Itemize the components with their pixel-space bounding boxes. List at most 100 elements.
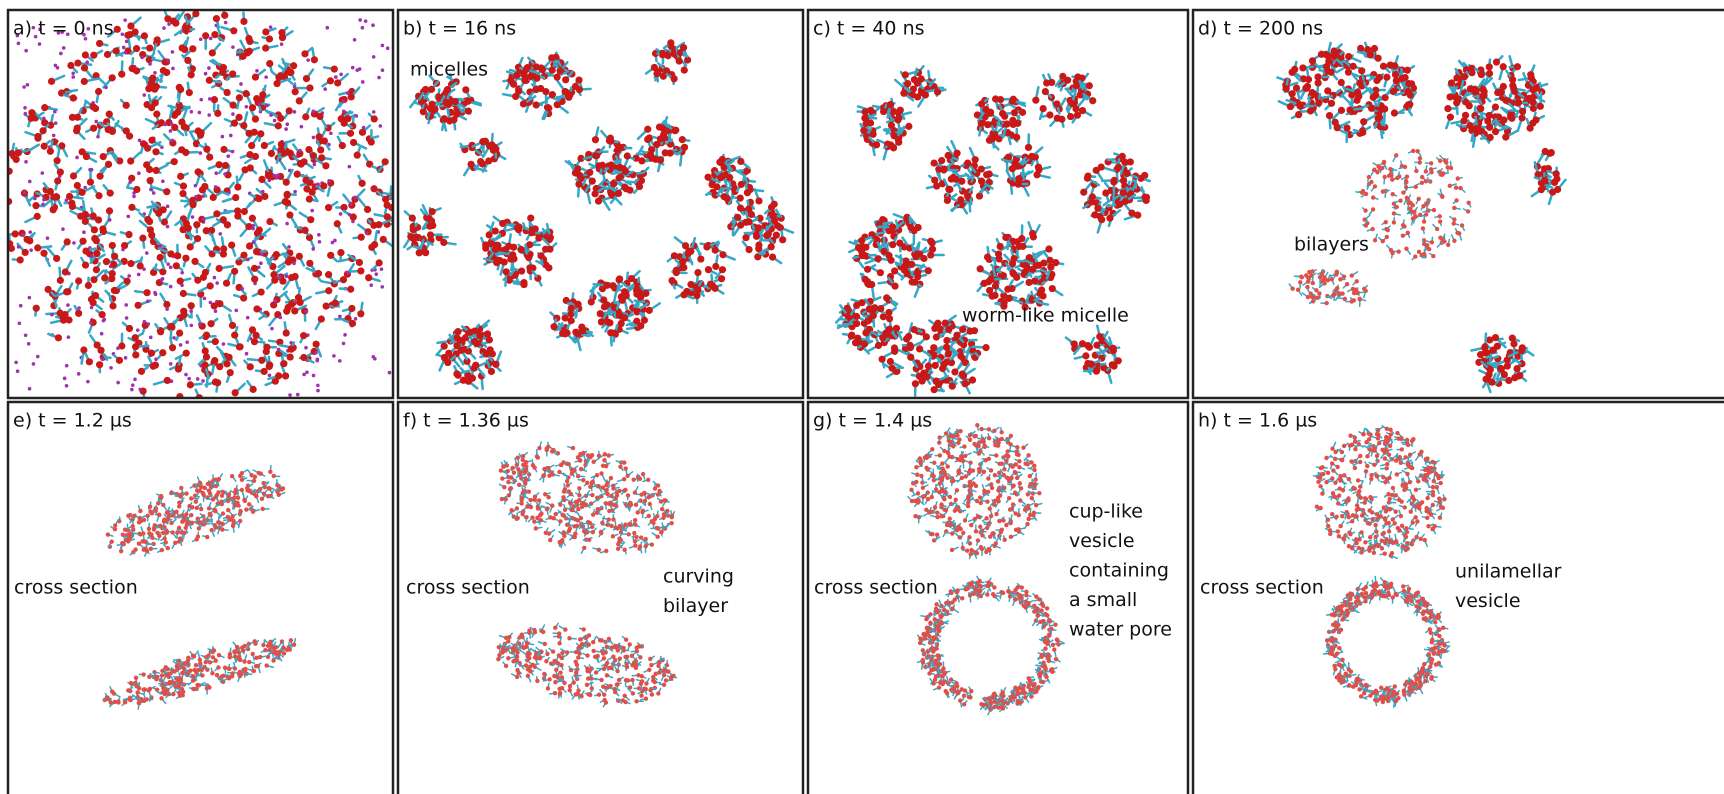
head	[1049, 285, 1056, 292]
ion	[90, 306, 94, 310]
head	[47, 148, 54, 155]
head	[681, 66, 688, 73]
head	[375, 221, 382, 228]
head	[925, 362, 932, 369]
head	[638, 157, 645, 164]
head	[559, 330, 566, 337]
ion	[159, 244, 163, 248]
ion	[338, 315, 342, 319]
head	[610, 180, 617, 187]
head	[1448, 79, 1455, 86]
head	[208, 320, 215, 327]
head	[940, 166, 947, 173]
head	[118, 71, 125, 78]
head	[1384, 220, 1388, 224]
head	[163, 188, 170, 195]
head	[1417, 197, 1421, 201]
head	[177, 173, 184, 180]
head	[754, 253, 761, 260]
head	[1411, 216, 1415, 220]
ion	[22, 85, 26, 89]
ion	[329, 132, 333, 136]
head	[1328, 100, 1335, 107]
ion	[166, 205, 170, 209]
head	[1454, 186, 1458, 190]
head	[589, 178, 596, 185]
ion	[353, 38, 357, 42]
head	[195, 127, 202, 134]
head	[719, 266, 726, 273]
head	[713, 183, 720, 190]
head	[175, 365, 182, 372]
head	[703, 243, 710, 250]
head	[622, 168, 629, 175]
head	[132, 343, 139, 350]
head	[755, 197, 762, 204]
ion	[171, 139, 175, 143]
head	[719, 251, 726, 258]
head	[914, 79, 921, 86]
ion	[194, 195, 198, 199]
head	[252, 73, 259, 80]
head	[1306, 295, 1310, 299]
head	[1440, 173, 1444, 177]
head	[1289, 90, 1296, 97]
head	[180, 183, 187, 190]
head	[1089, 97, 1096, 104]
ion	[351, 66, 355, 70]
head	[1003, 120, 1010, 127]
head	[1296, 101, 1303, 108]
ion	[293, 110, 297, 114]
head	[1071, 340, 1078, 347]
head	[1452, 206, 1456, 210]
head	[127, 260, 134, 267]
head	[1110, 178, 1117, 185]
head	[189, 201, 196, 208]
head	[1448, 184, 1452, 188]
head	[95, 192, 102, 199]
ion	[108, 218, 112, 222]
head	[562, 88, 569, 95]
head	[1011, 109, 1018, 116]
head	[889, 365, 896, 372]
head	[1013, 134, 1020, 141]
head	[1537, 103, 1544, 110]
ion	[285, 122, 289, 126]
head	[90, 276, 97, 283]
ion	[71, 71, 75, 75]
head	[370, 185, 377, 192]
head	[171, 158, 178, 165]
head	[995, 251, 1002, 258]
head	[1424, 179, 1428, 183]
head	[220, 146, 227, 153]
ion	[166, 225, 170, 229]
head	[124, 278, 131, 285]
head	[284, 192, 291, 199]
head	[915, 224, 922, 231]
head	[1122, 198, 1129, 205]
head	[1422, 252, 1426, 256]
head	[1309, 292, 1313, 296]
ion	[101, 357, 105, 361]
head	[521, 77, 528, 84]
head	[1474, 125, 1481, 132]
head	[152, 99, 159, 106]
head	[1035, 262, 1042, 269]
head	[113, 47, 120, 54]
head	[1141, 194, 1148, 201]
head	[315, 270, 322, 277]
head	[1420, 175, 1424, 179]
head	[255, 195, 262, 202]
ion	[222, 342, 226, 346]
head	[347, 286, 354, 293]
head	[1500, 63, 1507, 70]
ion	[42, 198, 46, 202]
head	[588, 298, 595, 305]
head	[215, 161, 222, 168]
head	[896, 239, 903, 246]
head	[1047, 264, 1054, 271]
head	[1315, 99, 1322, 106]
head	[1447, 114, 1454, 121]
head	[1391, 192, 1395, 196]
head	[332, 300, 339, 307]
